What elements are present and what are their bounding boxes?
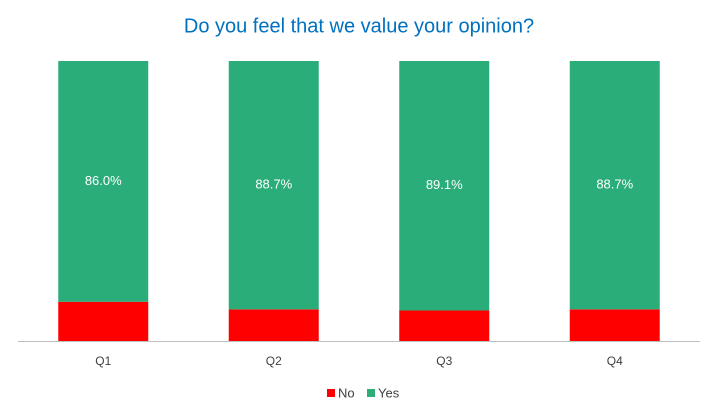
data-label: 88.7% [255, 177, 292, 192]
data-label: 89.1% [426, 177, 463, 192]
bar-segment [399, 61, 490, 311]
x-tick-label: Q3 [436, 354, 452, 368]
x-tick-label: Q2 [266, 354, 282, 368]
bar-segment [569, 61, 660, 310]
legend-label: Yes [378, 385, 400, 400]
bar-segment [58, 61, 149, 302]
bar-segment [399, 310, 490, 341]
chart-title: Do you feel that we value your opinion? [184, 15, 534, 37]
legend-label: No [338, 385, 355, 400]
legend-swatch [367, 389, 375, 397]
x-tick-label: Q4 [607, 354, 623, 368]
bar-segment [228, 309, 319, 341]
bar-segment [228, 61, 319, 310]
data-label: 88.7% [596, 177, 633, 192]
bar-segment [569, 309, 660, 341]
x-tick-label: Q1 [95, 354, 111, 368]
data-label: 86.0% [85, 173, 122, 188]
legend-swatch [327, 389, 335, 397]
bar-segment [58, 301, 149, 341]
